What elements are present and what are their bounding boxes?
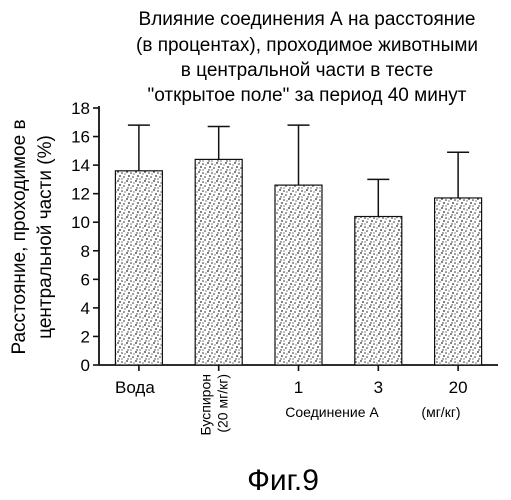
figure-caption: Фиг.9 [247, 464, 319, 497]
y-axis-label-line: центральной части (%) [35, 135, 56, 339]
x-category-label: Вода [115, 378, 155, 397]
y-tick-label: 16 [71, 128, 90, 147]
title-line: в центральной части в тесте [181, 60, 433, 81]
bars [115, 159, 481, 365]
y-tick-label: 12 [71, 185, 90, 204]
x-group-label: Соединение А [285, 404, 379, 420]
y-axis-label-line: Расстояние, проходимое в [9, 119, 30, 354]
y-tick-label: 10 [71, 213, 90, 232]
bar [195, 159, 242, 365]
x-categories: Вода Буспирон(20 мг/кг) 1 3 20 [115, 365, 468, 435]
chart-title: Влияние соединения А на расстояние (в пр… [136, 9, 478, 106]
y-tick-label: 6 [81, 270, 90, 289]
bar [435, 198, 482, 365]
x-category-label: 1 [294, 378, 303, 397]
title-line: "открытое поле" за период 40 минут [147, 85, 466, 106]
y-tick-label: 8 [81, 242, 90, 261]
y-tick-label: 4 [81, 299, 90, 318]
x-category-sublabel: (20 мг/кг) [215, 374, 231, 433]
bar [355, 217, 402, 365]
bar [115, 171, 162, 365]
y-tick-label: 14 [71, 156, 90, 175]
x-category-label: 20 [449, 378, 468, 397]
title-line: (в процентах), проходимое животными [136, 35, 478, 56]
y-ticks: 0 2 4 6 8 10 12 14 16 18 [71, 99, 99, 375]
y-tick-label: 2 [81, 327, 90, 346]
x-category-label: 3 [374, 378, 383, 397]
x-units-label: (мг/кг) [421, 404, 460, 420]
x-category-label: Буспирон [198, 374, 214, 435]
title-line: Влияние соединения А на расстояние [139, 9, 476, 30]
y-tick-label: 0 [81, 356, 90, 375]
bar [275, 185, 322, 365]
y-tick-label: 18 [71, 99, 90, 118]
y-axis-label: Расстояние, проходимое в центральной час… [9, 119, 56, 354]
